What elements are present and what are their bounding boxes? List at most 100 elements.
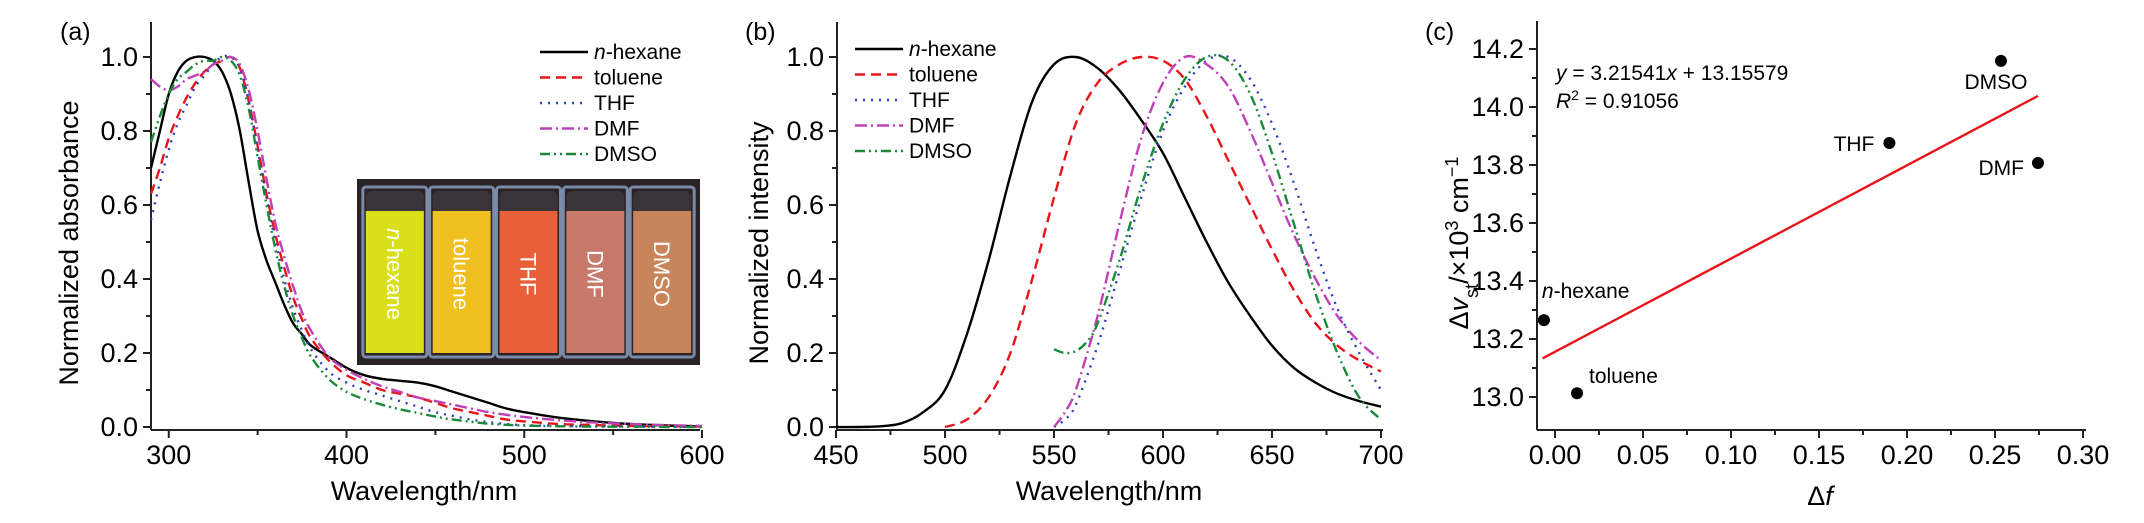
cuvette-dmso [633, 211, 692, 353]
y-tick-label: 1.0 [100, 42, 138, 72]
panel-b-y-axis-title: Normalized intensity [744, 121, 774, 365]
x-tick-label: 0.30 [2057, 440, 2110, 470]
x-tick-label: 0.10 [1705, 440, 1758, 470]
legend-label-dmf: DMF [909, 115, 955, 138]
x-tick-label: 0.15 [1793, 440, 1846, 470]
x-tick-label: 650 [1249, 440, 1294, 470]
series-line-dmf [150, 55, 703, 428]
y-tick-label: 0.6 [786, 190, 824, 220]
data-point-toluene [1571, 387, 1583, 400]
cuvette-meniscus [499, 191, 558, 215]
panel-a-absorbance-chart: (a) Normalized absorbance Wavelength/nm … [54, 18, 725, 506]
y-tick-label: 0.4 [100, 264, 138, 294]
legend-label-thf: THF [594, 92, 635, 115]
y-tick-label: 0.8 [100, 116, 138, 146]
y-tick-label: 13.6 [1471, 208, 1524, 238]
panel-c-x-axis-title: Δf [1807, 481, 1835, 511]
x-tick-label: 300 [146, 440, 191, 470]
series-line-dmso [149, 55, 703, 429]
point-label-dmso: DMSO [1964, 71, 2027, 94]
legend-label-dmso: DMSO [594, 143, 657, 166]
y-tick-label: 0.2 [100, 338, 138, 368]
data-point-n-hexane [1537, 314, 1550, 327]
cuvette-n-hexane [365, 211, 424, 353]
series-line-dmso [1053, 53, 1382, 421]
panel-a-label: (a) [60, 18, 91, 46]
cuvette-toluene [432, 211, 491, 353]
legend-label-dmf: DMF [594, 118, 640, 141]
cuvette-glass [495, 185, 562, 359]
x-tick-label: 0.20 [1881, 440, 1934, 470]
data-point-dmf [2031, 156, 2044, 169]
y-tick-label: 14.0 [1471, 92, 1524, 122]
panel-a-x-axis-title: Wavelength/nm [331, 476, 518, 506]
series-line-n-hexane [149, 55, 703, 428]
x-tick-label: 0.25 [1969, 440, 2022, 470]
x-tick-label: 550 [1031, 440, 1076, 470]
legend-label-thf: THF [909, 89, 950, 112]
y-tick-label: 0.2 [786, 338, 824, 368]
r-squared: R2 = 0.91056 [1556, 87, 1679, 113]
point-label-dmf: DMF [1978, 157, 2024, 180]
y-tick-label: 13.4 [1471, 266, 1524, 296]
y-tick-label: 13.0 [1471, 382, 1524, 412]
cuvette-photo-inset: n-hexane toluene THF DMF DMSO [357, 179, 700, 365]
cuvette-glass [628, 185, 696, 359]
legend-label-n-hexane: n-hexane [909, 38, 997, 61]
y-tick-label: 13.2 [1471, 324, 1524, 354]
panel-b-x-axis-title: Wavelength/nm [1016, 476, 1203, 506]
cuvette-label-thf: THF [516, 253, 541, 296]
y-tick-label: 0.6 [100, 190, 138, 220]
x-tick-label: 400 [324, 440, 369, 470]
cuvette-meniscus [432, 191, 491, 215]
y-tick-label: 0.4 [786, 264, 824, 294]
series-line-thf [1053, 54, 1383, 429]
panel-c-label: (c) [1425, 18, 1454, 46]
series-line-toluene [944, 55, 1382, 429]
data-point-dmso [1994, 54, 2007, 67]
cuvette-dmf [566, 211, 625, 353]
point-label-toluene: toluene [1589, 365, 1658, 388]
point-label-n-hexane: n-hexane [1542, 280, 1630, 303]
x-tick-label: 700 [1358, 440, 1403, 470]
legend-label-toluene: toluene [594, 67, 663, 90]
y-tick-label: 0.8 [786, 116, 824, 146]
panel-c-lippert-mataga-plot: (c) Δvst/×103 cm−1 Δf 13.0 13.2 13.4 13.6 13… [1425, 18, 2109, 511]
cuvette-meniscus [566, 191, 625, 215]
point-label-thf: THF [1834, 133, 1875, 156]
data-point-thf [1883, 136, 1896, 149]
cuvette-label-dmso: DMSO [649, 241, 674, 307]
cuvette-meniscus [633, 191, 692, 215]
legend-label-toluene: toluene [909, 64, 978, 87]
panel-b-emission-chart: (b) Normalized intensity Wavelength/nm 0… [744, 18, 1404, 506]
x-tick-label: 0.05 [1617, 440, 1670, 470]
series-line-n-hexane [835, 55, 1382, 429]
y-tick-label: 13.8 [1471, 150, 1524, 180]
panel-b-label: (b) [745, 18, 776, 46]
cuvette-label-n-hexane: n-hexane [382, 228, 407, 320]
cuvette-thf [499, 211, 558, 353]
y-tick-label: 1.0 [786, 42, 824, 72]
x-tick-label: 450 [813, 440, 858, 470]
x-tick-label: 500 [502, 440, 547, 470]
fit-line [1542, 94, 2039, 360]
y-tick-label: 0.0 [786, 412, 824, 442]
x-tick-label: 500 [922, 440, 967, 470]
x-tick-label: 600 [1140, 440, 1185, 470]
cuvette-glass [561, 185, 629, 359]
cuvette-glass [428, 185, 496, 359]
series-line-dmf [1053, 54, 1382, 428]
panel-a-y-axis-title: Normalized absorbance [54, 100, 84, 385]
cuvette-label-dmf: DMF [582, 250, 607, 298]
cuvette-meniscus [365, 191, 424, 215]
fit-equation: y = 3.21541x + 13.15579 [1554, 62, 1788, 85]
legend-label-dmso: DMSO [909, 140, 972, 163]
legend-label-n-hexane: n-hexane [594, 41, 682, 64]
y-tick-label: 14.2 [1471, 34, 1524, 64]
panel-c-y-axis-title: Δvst/×103 cm−1 [1442, 157, 1482, 330]
cuvette-glass [361, 185, 429, 359]
x-tick-label: 600 [679, 440, 724, 470]
